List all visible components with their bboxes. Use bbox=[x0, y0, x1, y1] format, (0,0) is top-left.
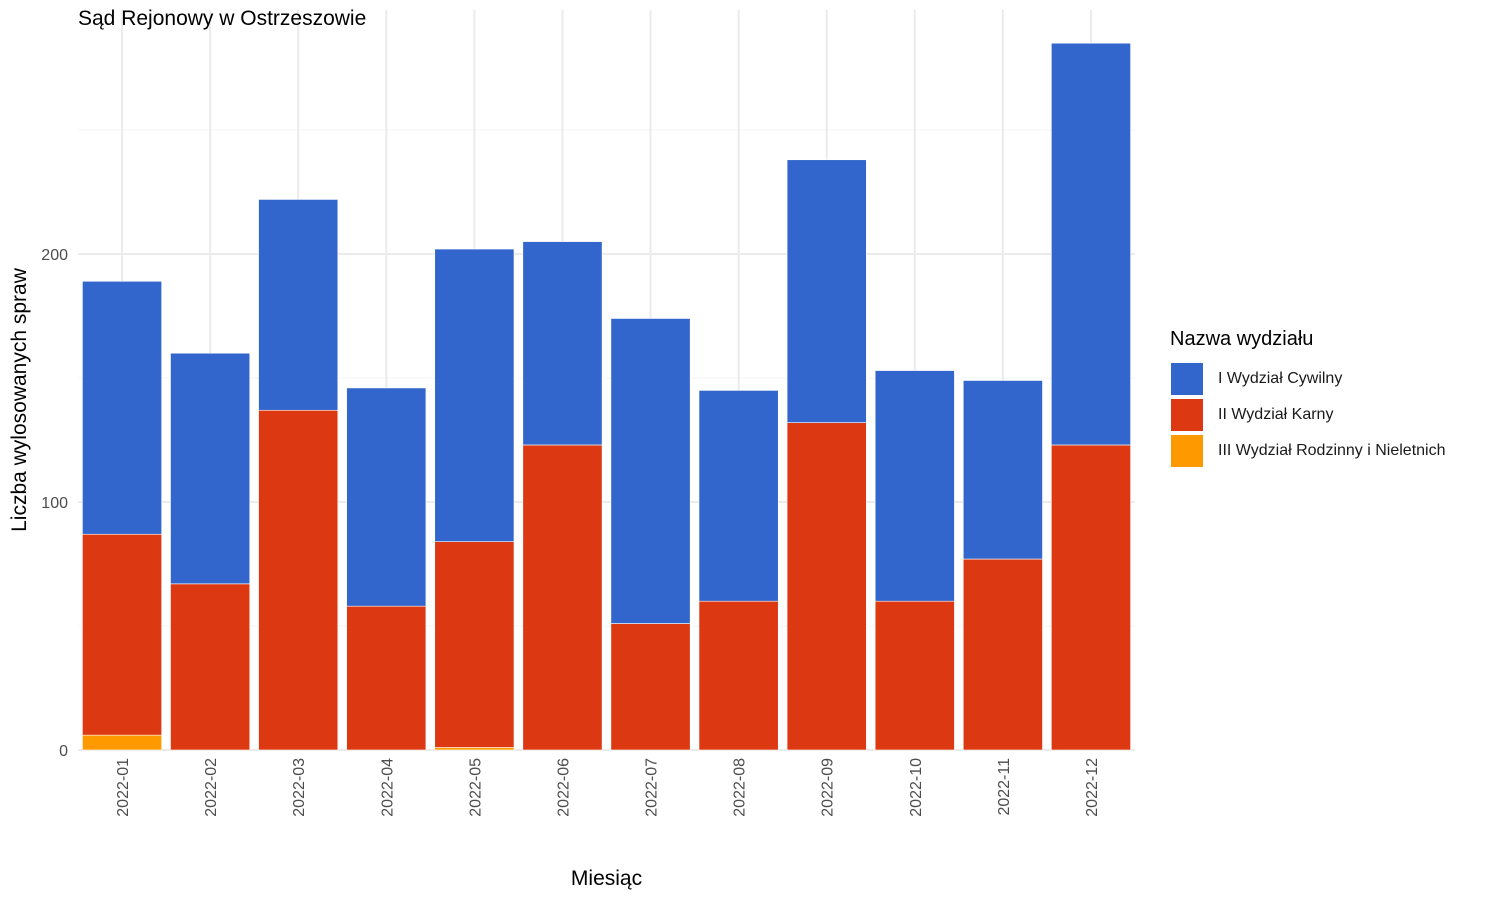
bar-segment-2022-10-s1 bbox=[874, 600, 955, 751]
legend-items: I Wydział Cywilny II Wydział Karny III Wyd… bbox=[1170, 361, 1446, 469]
legend-item: II Wydział Karny bbox=[1170, 397, 1446, 433]
x-tick-label: 2022-10 bbox=[908, 758, 925, 817]
bar-segment-2022-01-s1 bbox=[82, 533, 162, 736]
x-tick-label: 2022-08 bbox=[732, 758, 749, 817]
x-tick-label: 2022-05 bbox=[467, 758, 484, 817]
bar-segment-2022-08-s2 bbox=[698, 390, 779, 602]
x-axis-ticks: 2022-01 2022-02 2022-03 2022-04 2022-05 2022-… bbox=[115, 758, 1101, 817]
bars bbox=[82, 42, 1131, 751]
y-axis-title: Liczba wylosowanych spraw bbox=[8, 267, 31, 532]
legend: Nazwa wydziału I Wydział Cywilny II Wydzi… bbox=[1170, 328, 1446, 469]
legend-label: III Wydział Rodzinny i Nieletnich bbox=[1218, 442, 1446, 459]
bar-segment-2022-09-s2 bbox=[786, 159, 867, 423]
bar-segment-2022-06-s2 bbox=[522, 241, 603, 446]
y-axis-ticks: 0 100 200 bbox=[41, 247, 68, 760]
x-tick-label: 2022-02 bbox=[203, 758, 220, 817]
bar-segment-2022-01-s0 bbox=[82, 734, 162, 751]
x-axis-title: Miesiąc bbox=[571, 867, 642, 890]
legend-title: Nazwa wydziału bbox=[1170, 328, 1314, 350]
bar-segment-2022-11-s1 bbox=[962, 558, 1043, 751]
legend-swatch bbox=[1170, 398, 1204, 432]
x-tick-label: 2022-03 bbox=[291, 758, 308, 817]
y-tick-label: 100 bbox=[41, 495, 68, 512]
legend-item: III Wydział Rodzinny i Nieletnich bbox=[1170, 433, 1446, 469]
x-tick-label: 2022-06 bbox=[555, 758, 572, 817]
bar-segment-2022-03-s1 bbox=[258, 409, 339, 751]
x-tick-label: 2022-04 bbox=[379, 758, 396, 817]
bar-segment-2022-11-s2 bbox=[962, 380, 1043, 560]
bar-segment-2022-07-s1 bbox=[610, 623, 691, 751]
bar-segment-2022-12-s1 bbox=[1051, 444, 1131, 751]
x-tick-label: 2022-11 bbox=[996, 758, 1013, 816]
bar-segment-2022-10-s2 bbox=[874, 370, 955, 602]
chart-title: Sąd Rejonowy w Ostrzeszowie bbox=[78, 7, 367, 30]
bar-segment-2022-05-s2 bbox=[434, 248, 515, 542]
bar-segment-2022-05-s0 bbox=[434, 747, 515, 751]
bar-segment-2022-09-s1 bbox=[786, 422, 867, 751]
x-tick-label: 2022-01 bbox=[115, 758, 132, 817]
bar-segment-2022-05-s1 bbox=[434, 541, 515, 748]
bar-segment-2022-04-s2 bbox=[346, 387, 427, 607]
bar-segment-2022-06-s1 bbox=[522, 444, 603, 751]
legend-swatch bbox=[1170, 434, 1204, 468]
bar-segment-2022-04-s1 bbox=[346, 605, 427, 751]
bar-segment-2022-03-s2 bbox=[258, 199, 339, 411]
legend-swatch bbox=[1170, 362, 1204, 396]
legend-item: I Wydział Cywilny bbox=[1170, 361, 1446, 397]
y-tick-label: 200 bbox=[41, 247, 68, 264]
y-tick-label: 0 bbox=[59, 743, 68, 760]
x-tick-label: 2022-07 bbox=[644, 758, 661, 817]
x-tick-label: 2022-12 bbox=[1084, 758, 1101, 817]
x-tick-label: 2022-09 bbox=[820, 758, 837, 817]
legend-label: I Wydział Cywilny bbox=[1218, 370, 1343, 387]
bar-segment-2022-02-s1 bbox=[170, 583, 251, 751]
bar-segment-2022-02-s2 bbox=[170, 352, 251, 585]
legend-label: II Wydział Karny bbox=[1218, 406, 1334, 423]
bar-segment-2022-07-s2 bbox=[610, 318, 691, 624]
bar-segment-2022-12-s2 bbox=[1051, 42, 1131, 446]
bar-segment-2022-08-s1 bbox=[698, 600, 779, 751]
bar-segment-2022-01-s2 bbox=[82, 280, 162, 535]
